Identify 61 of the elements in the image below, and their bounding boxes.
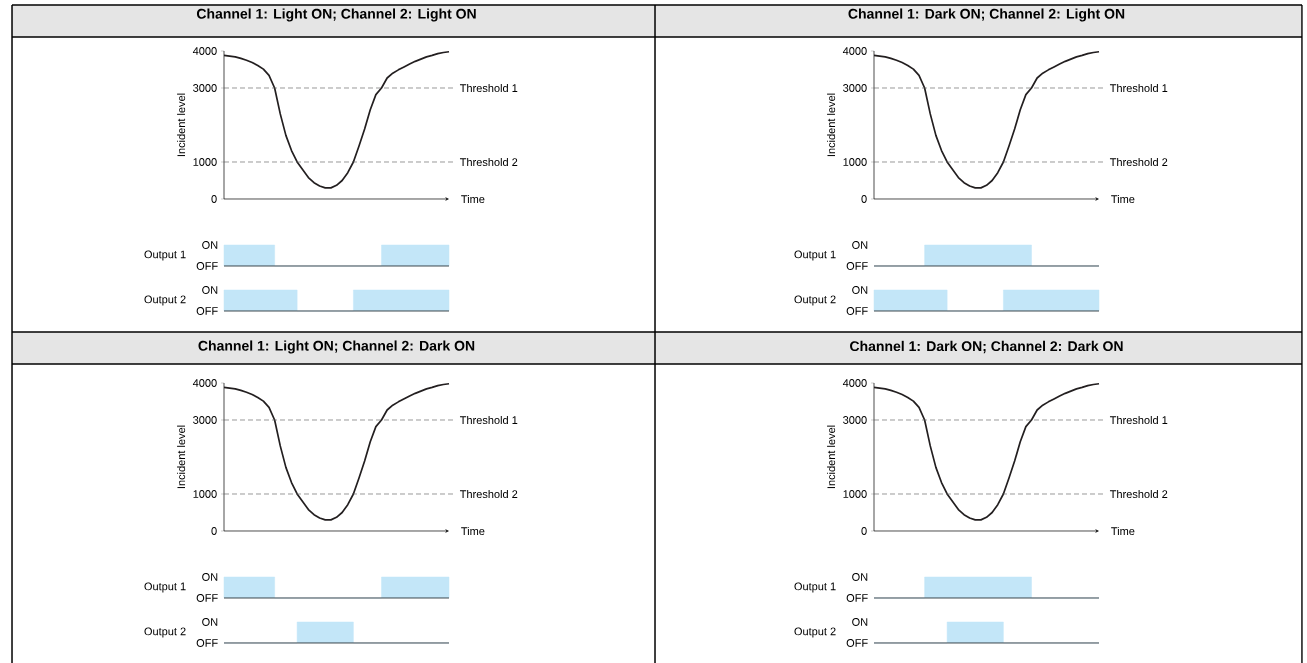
- y-tick-label: 4000: [842, 47, 867, 55]
- chart-title: Channel 1: Dark ON; Channel 2: Dark ON: [850, 340, 1123, 354]
- y-tick-label: 1000: [193, 158, 217, 166]
- text: OFF: [196, 262, 218, 270]
- text: OFF: [846, 307, 868, 315]
- chart-title: Channel 1: Dark ON; Channel 2: Light ON: [848, 8, 1125, 22]
- ref-line-label: Threshold 1: [1109, 83, 1168, 93]
- text: OFF: [846, 262, 868, 270]
- y-axis-title: Output 1: [794, 250, 836, 261]
- y-axis-title: Incident level: [177, 425, 186, 489]
- y-tick-label: 0: [211, 195, 217, 203]
- text: ON: [202, 286, 218, 294]
- chart-title: Channel 1: Light ON; Channel 2: Light ON: [196, 8, 476, 22]
- y-tick-label: 3000: [193, 416, 217, 424]
- y-tick-label: 4000: [192, 379, 217, 387]
- text: OFF: [846, 639, 868, 647]
- ref-line-label: Threshold 2: [459, 157, 518, 167]
- text: OFF: [196, 639, 218, 647]
- text: ON: [202, 241, 218, 249]
- y-axis-title: Output 2: [794, 627, 836, 638]
- y-tick-label: 4000: [842, 379, 867, 387]
- text: ON: [202, 618, 218, 626]
- y-tick-label: 3000: [843, 84, 867, 92]
- text: ON: [852, 573, 868, 581]
- chart-title: Channel 1: Light ON; Channel 2: Dark ON: [198, 340, 475, 354]
- text: OFF: [196, 594, 218, 602]
- y-axis-title: Output 2: [144, 627, 186, 638]
- y-tick-label: 0: [861, 195, 867, 203]
- x-axis-title: Time: [1111, 526, 1135, 536]
- ref-line-label: Threshold 2: [1109, 157, 1168, 167]
- y-tick-label: 1000: [843, 490, 867, 498]
- ref-line-label: Threshold 2: [1109, 489, 1168, 499]
- y-tick-label: 0: [861, 527, 867, 535]
- text: OFF: [846, 594, 868, 602]
- y-tick-label: 0: [211, 527, 217, 535]
- line-series: [873, 50, 1100, 189]
- y-axis-title: Output 2: [794, 295, 836, 306]
- y-tick-label: 1000: [843, 158, 867, 166]
- y-tick-label: 1000: [193, 490, 217, 498]
- ref-line-label: Threshold 1: [459, 83, 518, 93]
- ref-line-label: Threshold 1: [459, 415, 518, 425]
- text: OFF: [196, 307, 218, 315]
- y-tick-label: 3000: [193, 84, 217, 92]
- x-axis-title: Time: [461, 194, 485, 204]
- y-tick-label: 4000: [192, 47, 217, 55]
- y-axis-title: Output 1: [144, 250, 186, 261]
- text: ON: [202, 573, 218, 581]
- y-axis-title: Incident level: [827, 93, 836, 157]
- y-axis-title: Output 1: [794, 582, 836, 593]
- text: ON: [852, 618, 868, 626]
- text: ON: [852, 286, 868, 294]
- y-tick-label: 3000: [843, 416, 867, 424]
- y-axis-title: Incident level: [827, 425, 836, 489]
- y-axis-title: Output 2: [144, 295, 186, 306]
- ref-line-label: Threshold 1: [1109, 415, 1168, 425]
- x-axis-title: Time: [1111, 194, 1135, 204]
- y-axis-title: Output 1: [144, 582, 186, 593]
- x-axis-title: Time: [461, 526, 485, 536]
- ref-line-label: Threshold 2: [459, 489, 518, 499]
- text: ON: [852, 241, 868, 249]
- y-axis-title: Incident level: [177, 93, 186, 157]
